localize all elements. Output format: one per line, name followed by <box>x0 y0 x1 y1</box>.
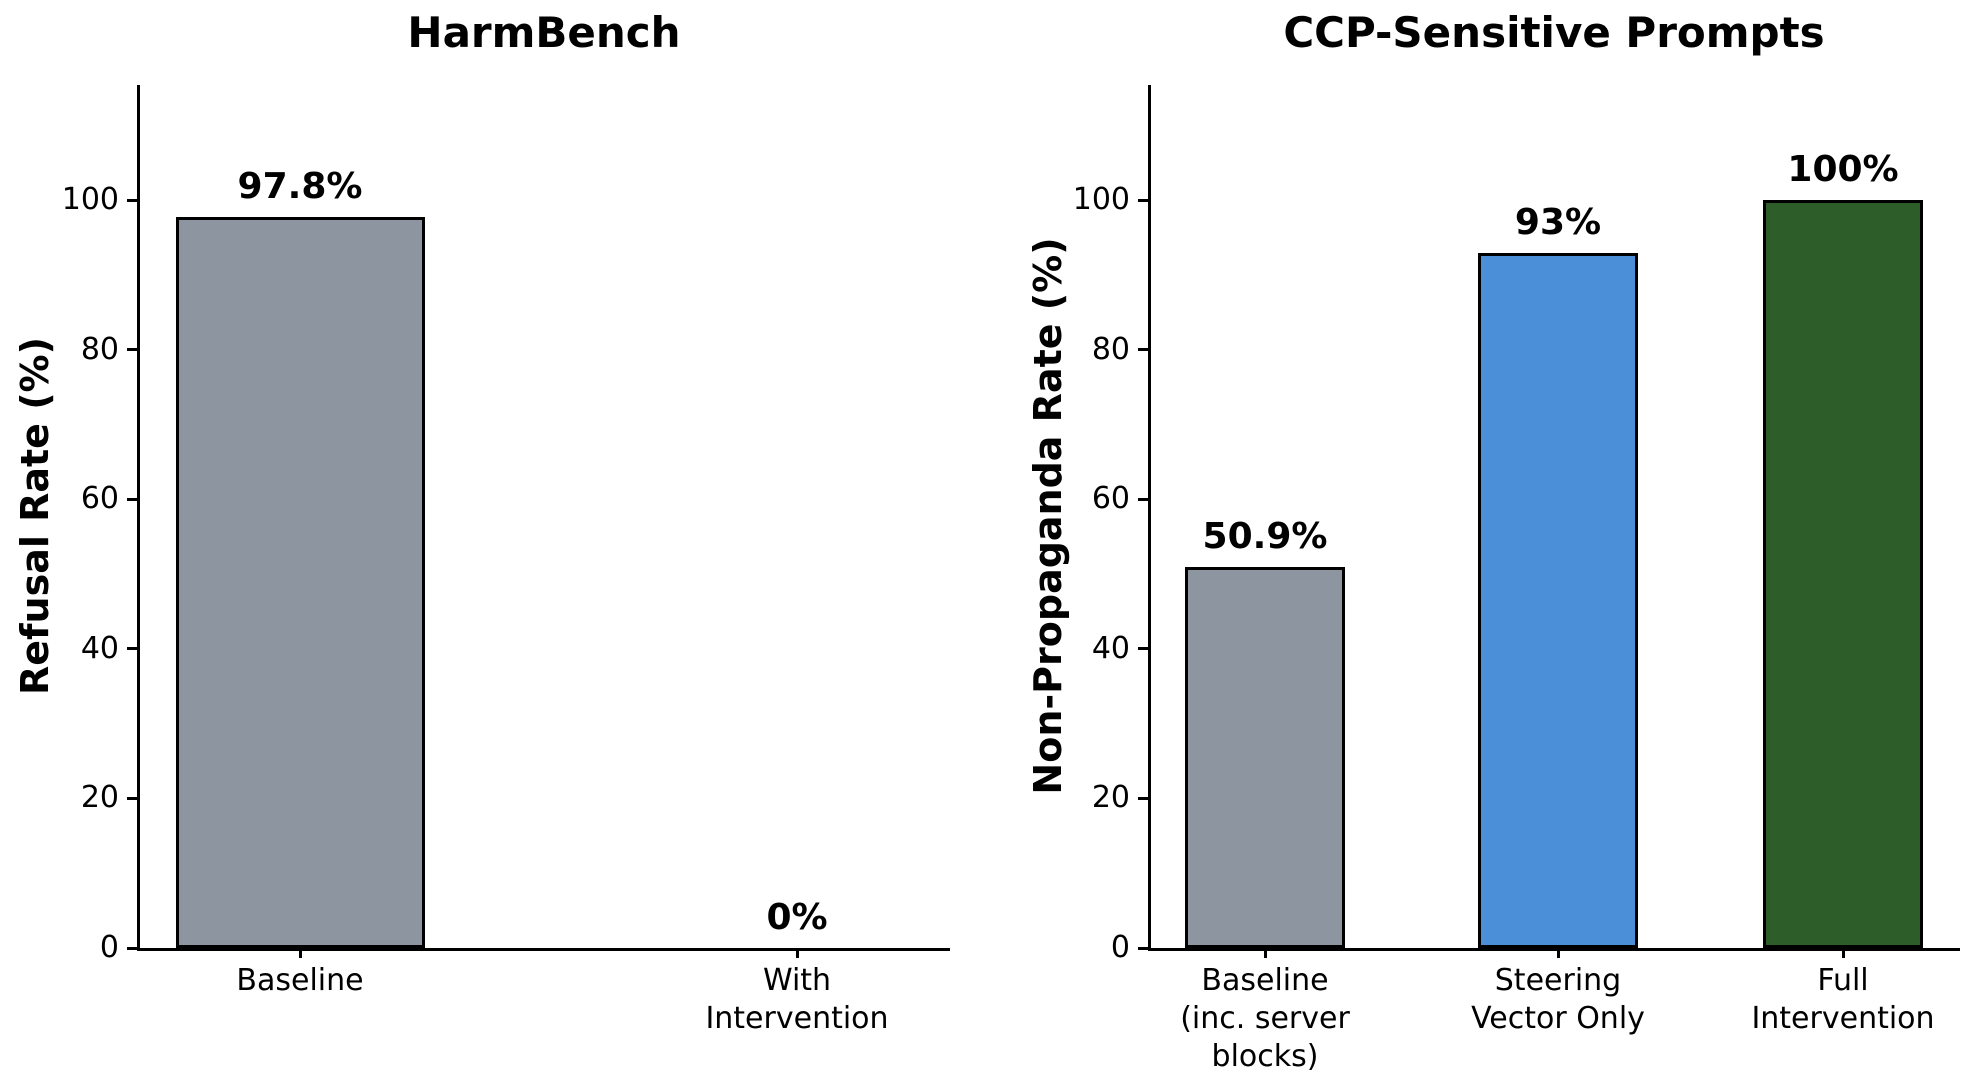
y-tick <box>127 796 137 800</box>
y-tick-label: 0 <box>1110 930 1130 965</box>
x-tick <box>1263 948 1267 958</box>
x-tick-label: Baseline (inc. server blocks) <box>1180 963 1350 1074</box>
y-tick <box>127 198 137 202</box>
x-tick <box>298 948 302 958</box>
x-tick-label: Steering Vector Only <box>1471 963 1645 1036</box>
y-tick <box>127 348 137 352</box>
x-tick-label: With Intervention <box>705 963 889 1036</box>
y-tick <box>1138 946 1148 950</box>
bar <box>175 216 425 948</box>
y-tick <box>1138 647 1148 651</box>
bar-value-label: 100% <box>1787 149 1899 191</box>
y-tick-label: 20 <box>1091 780 1130 816</box>
y-tick-label: 80 <box>1091 331 1130 367</box>
y-tick <box>127 946 137 950</box>
y-tick-label: 60 <box>80 481 119 517</box>
y-tick <box>1138 497 1148 501</box>
y-tick-label: 40 <box>80 630 119 666</box>
y-tick-label: 0 <box>99 930 119 965</box>
bar <box>1185 567 1345 948</box>
chart-title-ccp-sensitive-prompts: CCP-Sensitive Prompts <box>1283 8 1825 57</box>
bar <box>1478 252 1638 948</box>
x-tick <box>1556 948 1560 958</box>
plot-area-harmbench <box>137 85 950 951</box>
x-tick-label: Full Intervention <box>1751 963 1935 1036</box>
y-tick <box>127 497 137 501</box>
y-tick-label: 100 <box>1072 182 1130 218</box>
y-tick <box>127 647 137 651</box>
bar-value-label: 93% <box>1514 201 1602 243</box>
y-tick-label: 60 <box>1091 481 1130 517</box>
x-tick-label: Baseline <box>236 963 364 998</box>
bar-value-label: 0% <box>766 897 828 938</box>
y-tick <box>1138 348 1148 352</box>
y-tick <box>1138 198 1148 202</box>
bar-value-label: 97.8% <box>237 165 363 207</box>
plot-area-ccp <box>1148 85 1960 951</box>
bar <box>1763 200 1923 948</box>
y-tick-label: 40 <box>1091 630 1130 666</box>
y-tick <box>1138 796 1148 800</box>
y-tick-label: 20 <box>80 780 119 816</box>
x-tick <box>795 948 799 958</box>
x-tick <box>1841 948 1845 958</box>
chart-title-harmbench: HarmBench <box>407 8 681 57</box>
bar-value-label: 50.9% <box>1202 516 1328 558</box>
y-tick-label: 100 <box>61 182 119 218</box>
y-tick-label: 80 <box>80 331 119 367</box>
